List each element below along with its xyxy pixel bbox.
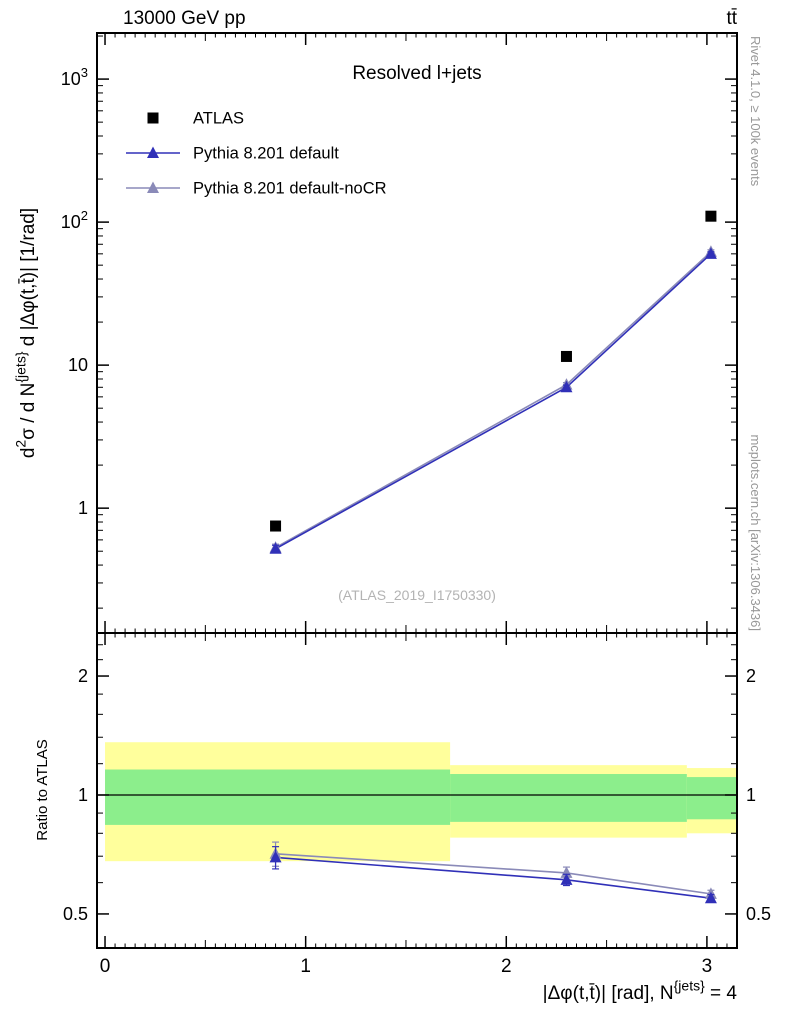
ratio-panel-frame (96, 632, 738, 949)
data-point-triangle (269, 542, 282, 554)
y-axis-label: d2σ / d N{jets} d |Δφ(t,t̄)| [1/rad] (12, 208, 39, 458)
mcplots-note: mcplots.cern.ch [arXiv:1306.3436] (748, 434, 763, 631)
data-point-triangle (560, 380, 573, 393)
y-tick-label: 10 (68, 355, 88, 375)
data-point-triangle (560, 873, 573, 885)
data-point-triangle (560, 866, 573, 878)
x-tick-label: 3 (702, 956, 713, 977)
uncertainty-band-green (450, 774, 687, 822)
x-tick-label: 1 (300, 956, 311, 977)
data-point-square (270, 520, 282, 532)
chart-layer: 0 1 2 3 1 10 102 103 0.5 0.5 1 1 2 2 d2σ / d N{jets} d… (12, 32, 771, 1004)
data-point-triangle (704, 891, 717, 904)
header-right: tt̄ (726, 8, 737, 29)
data-point-square (560, 350, 572, 362)
x-tick-label: 0 (100, 956, 111, 977)
y-tick-label: 1 (78, 498, 88, 518)
ratio-tick-label: 1 (78, 785, 88, 805)
legend-label: Pythia 8.201 default (193, 145, 339, 163)
uncertainty-band-green (105, 769, 451, 825)
data-point-triangle (147, 181, 159, 193)
y-tick-label: 103 (61, 65, 88, 89)
watermark: (ATLAS_2019_I1750330) (338, 587, 496, 603)
data-point-square (147, 112, 159, 124)
data-point-triangle (704, 247, 717, 259)
series-line-main (275, 253, 712, 550)
panel-title: Resolved l+jets (352, 63, 481, 84)
ratio-tick-label: 0.5 (63, 904, 88, 924)
series-line-main (275, 251, 712, 549)
series-line-ratio (275, 856, 712, 900)
ratio-tick-label: 0.5 (746, 904, 771, 924)
data-point-triangle (269, 850, 282, 863)
data-point-triangle (147, 146, 159, 158)
x-axis-label: |Δφ(t,t̄)| [rad], N{jets} = 4 (543, 977, 738, 1004)
ratio-tick-label: 1 (746, 785, 756, 805)
y-tick-label: 102 (61, 208, 88, 232)
ratio-tick-label: 2 (746, 666, 756, 686)
ratio-tick-label: 2 (78, 666, 88, 686)
rivet-version-note: Rivet 4.1.0, ≥ 100k events (748, 36, 763, 187)
ratio-y-axis-label: Ratio to ATLAS (34, 739, 51, 840)
header-left: 13000 GeV pp (123, 8, 246, 29)
data-point-square (705, 210, 717, 222)
uncertainty-band-green (686, 777, 737, 820)
x-tick-label: 2 (501, 956, 512, 977)
legend-label: Pythia 8.201 default-noCR (193, 180, 387, 198)
legend-label: ATLAS (193, 110, 244, 128)
